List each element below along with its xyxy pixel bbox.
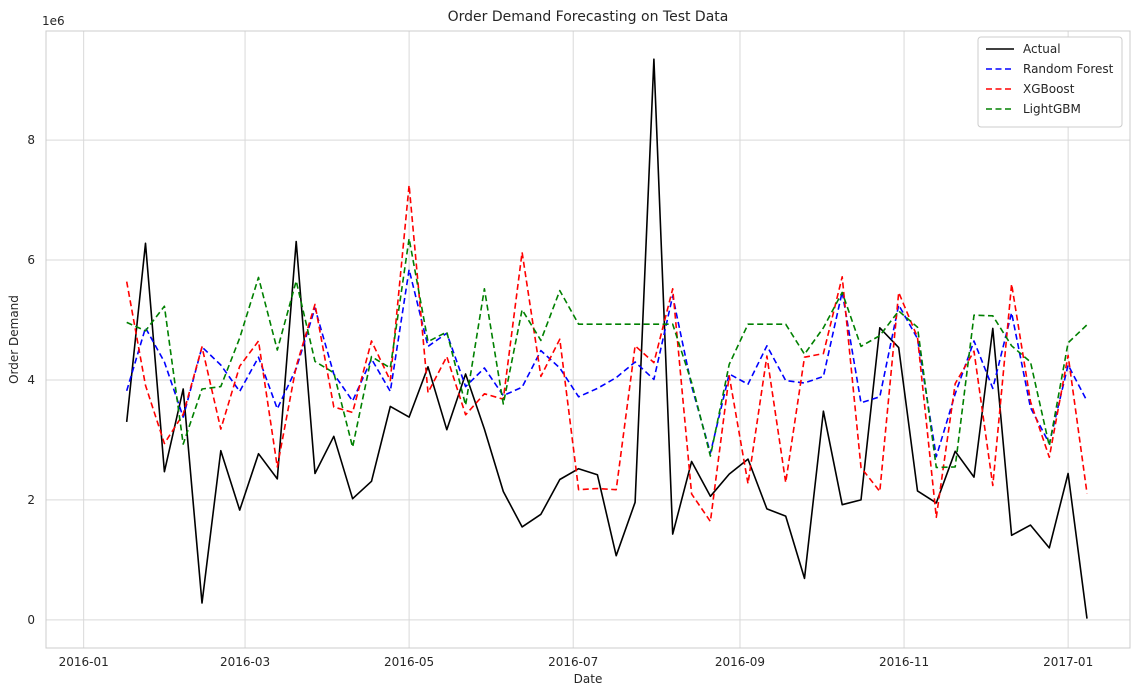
plot-area-frame [45, 30, 1131, 649]
x-axis-label: Date [574, 672, 603, 686]
x-tick-label: 2016-09 [715, 655, 765, 669]
y-axis-scale-factor: 1e6 [42, 14, 65, 28]
x-tick-label: 2016-03 [220, 655, 270, 669]
series-line-actual [125, 58, 1088, 619]
legend-label: Actual [1023, 42, 1061, 56]
y-tick-label: 2 [27, 493, 35, 507]
y-tick-label: 8 [27, 133, 35, 147]
y-tick-label: 4 [27, 373, 35, 387]
x-axis-ticks: 2016-01 2016-03 2016-05 2016-07 2016-09 2016-… [59, 655, 1094, 669]
x-tick-label: 2017-01 [1043, 655, 1093, 669]
y-tick-label: 0 [27, 613, 35, 627]
x-tick-label: 2016-05 [384, 655, 434, 669]
y-axis-ticks: 0 2 4 6 8 [27, 133, 35, 627]
x-tick-label: 2016-01 [59, 655, 109, 669]
series-line-xgboost [125, 184, 1088, 523]
legend-label: LightGBM [1023, 102, 1081, 116]
legend-box [977, 36, 1123, 128]
chart-title: Order Demand Forecasting on Test Data [448, 9, 729, 25]
y-tick-label: 6 [27, 253, 35, 267]
y-axis-label: Order Demand [7, 295, 21, 384]
legend-label: Random Forest [1023, 62, 1114, 76]
series-lines [125, 58, 1088, 619]
x-tick-label: 2016-11 [879, 655, 929, 669]
legend: Actual Random Forest XGBoost LightGBM [977, 36, 1123, 128]
legend-label: XGBoost [1023, 82, 1075, 96]
x-tick-label: 2016-07 [548, 655, 598, 669]
series-line-lightgbm [126, 237, 1088, 469]
